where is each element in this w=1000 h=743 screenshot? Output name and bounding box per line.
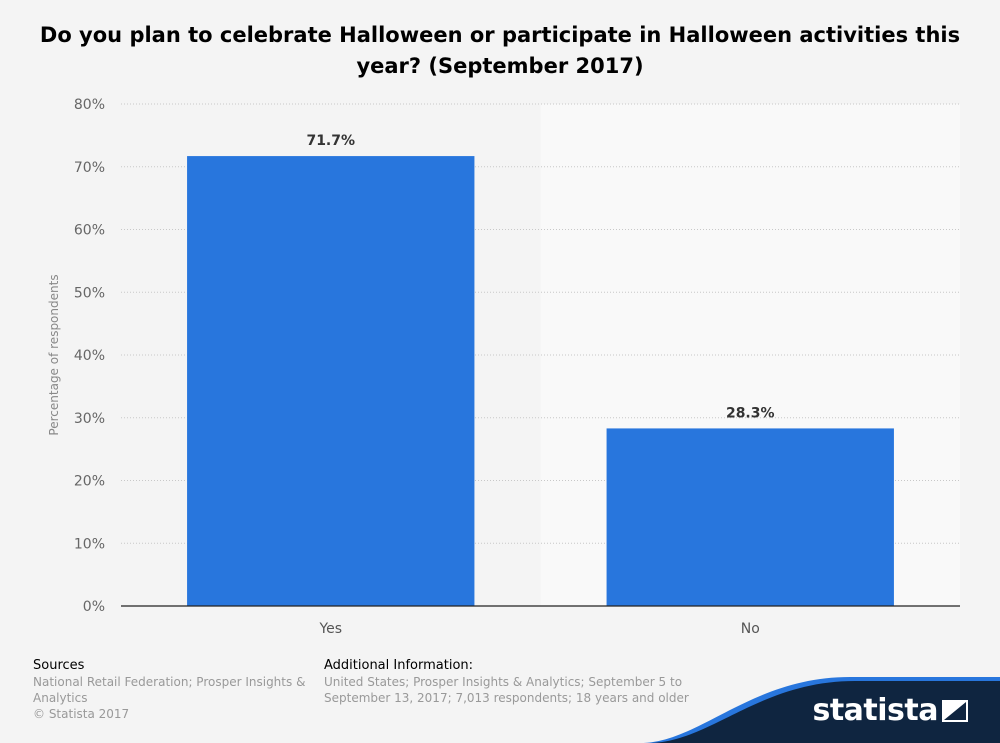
bar [606, 428, 894, 606]
y-tick-label: 10% [74, 536, 105, 552]
bar [187, 156, 475, 606]
sources-text: National Retail Federation; Prosper Insi… [33, 675, 306, 705]
x-tick-label: Yes [318, 621, 342, 637]
y-axis-label: Percentage of respondents [47, 274, 61, 435]
logo-swoosh [640, 677, 1000, 743]
data-label: 28.3% [726, 405, 775, 421]
chart-title: Do you plan to celebrate Halloween or pa… [39, 23, 961, 78]
sources-heading: Sources [33, 658, 85, 673]
statista-icon [942, 700, 968, 722]
additional-info-heading: Additional Information: [324, 658, 474, 673]
y-tick-label: 80% [74, 97, 105, 113]
y-tick-label: 0% [83, 599, 105, 615]
x-tick-label: No [741, 621, 760, 637]
statista-logo: statista [640, 671, 1000, 743]
y-tick-label: 20% [74, 474, 105, 490]
additional-info-block: Additional Information: United States; P… [324, 657, 724, 706]
y-tick-label: 70% [74, 160, 105, 176]
y-tick-label: 40% [74, 348, 105, 364]
y-tick-label: 60% [74, 223, 105, 239]
sources-block: Sources National Retail Federation; Pros… [33, 657, 313, 722]
brand-name: statista [812, 693, 938, 728]
additional-info-text: United States; Prosper Insights & Analyt… [324, 675, 689, 705]
copyright-text: © Statista 2017 [33, 707, 130, 721]
y-tick-label: 50% [74, 285, 105, 301]
y-tick-label: 30% [74, 411, 105, 427]
data-label: 71.7% [306, 133, 355, 149]
